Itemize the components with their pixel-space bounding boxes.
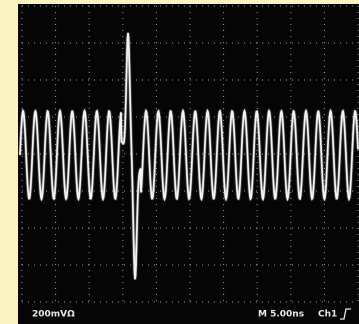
page: 200mVΩ M 5.00ns Ch1 (() => { const data … [0,0,359,324]
channel-scale: 200mVΩ [32,310,75,320]
oscilloscope-screenshot: 200mVΩ M 5.00ns Ch1 [0,0,359,324]
trigger-source: Ch1 [318,310,337,320]
timebase: M 5.00ns [258,310,304,320]
